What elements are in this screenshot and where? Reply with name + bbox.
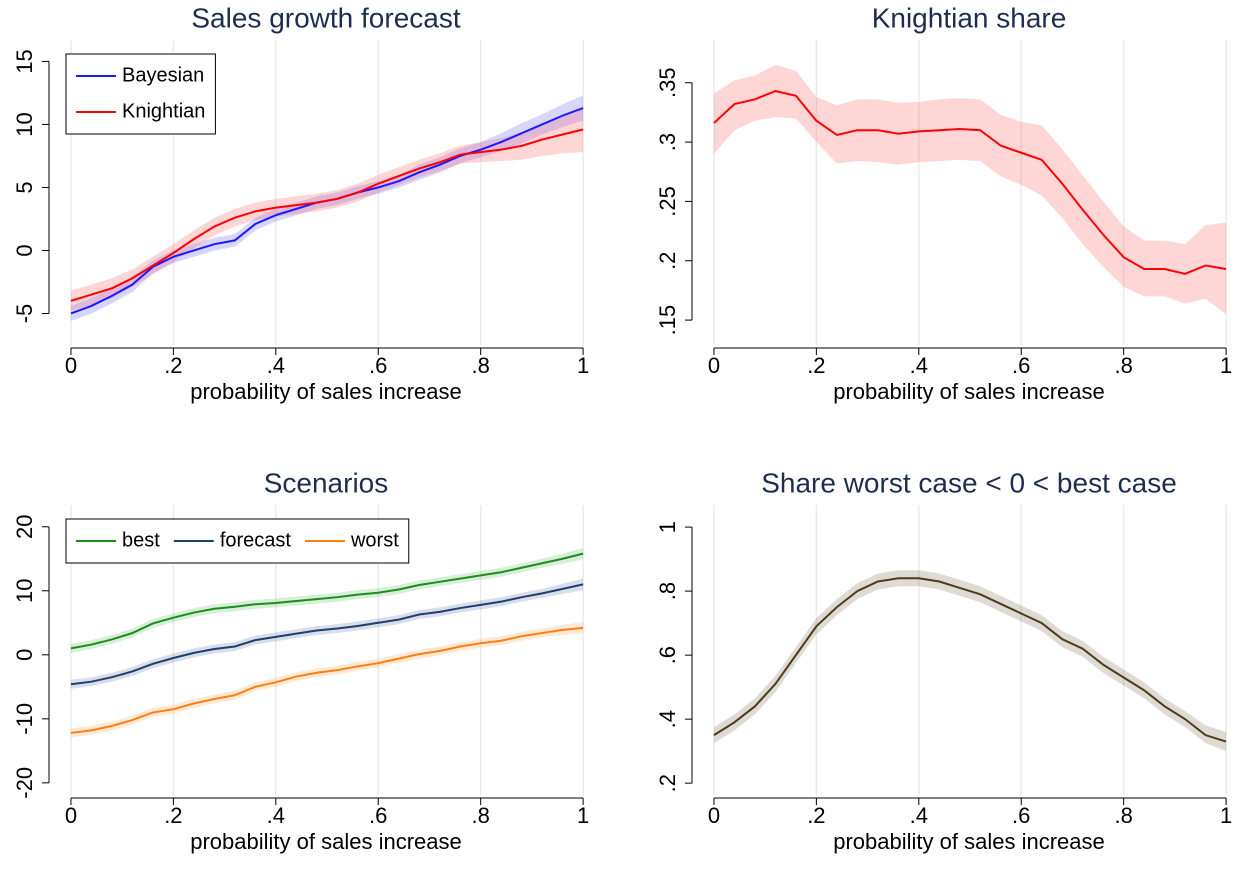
x-tick-label: 1 — [577, 803, 589, 828]
confidence-band — [70, 95, 584, 322]
confidence-band — [70, 547, 584, 653]
legend-label: Knightian — [122, 100, 205, 122]
x-tick-label: .8 — [1114, 803, 1132, 828]
series-line — [70, 626, 584, 734]
x-tick-label: .4 — [267, 353, 285, 378]
x-tick-label: .4 — [910, 803, 928, 828]
x-tick-label: .2 — [164, 353, 182, 378]
y-tick-label: .15 — [655, 305, 680, 336]
y-tick-label: 1 — [655, 521, 680, 533]
y-tick-label: 5 — [12, 181, 37, 193]
x-tick-label: 1 — [1220, 803, 1232, 828]
legend-box — [65, 518, 410, 564]
y-tick-label: -10 — [12, 703, 37, 735]
y-tick-label: .8 — [655, 582, 680, 600]
legend-box — [65, 53, 216, 135]
x-tick-label: .2 — [807, 803, 825, 828]
confidence-band — [70, 622, 584, 738]
x-tick-label: 1 — [577, 353, 589, 378]
chart-title: Knightian share — [872, 2, 1067, 33]
y-tick-label: .2 — [655, 252, 680, 270]
legend: best forecast worst — [65, 518, 410, 564]
x-tick-label: .6 — [1012, 353, 1030, 378]
x-tick-label: .8 — [471, 803, 489, 828]
x-tick-label: .8 — [1114, 353, 1132, 378]
series-line — [70, 107, 584, 315]
y-tick-label: 10 — [12, 112, 37, 136]
y-tick-label: .3 — [655, 133, 680, 151]
x-tick-label: 0 — [65, 803, 77, 828]
y-tick-label: .4 — [655, 710, 680, 728]
panel: Share worst case < 0 < best case 0 .2 .4 .6.… — [655, 467, 1232, 853]
x-tick-label: .2 — [807, 353, 825, 378]
series-line — [70, 128, 584, 302]
x-tick-label: .6 — [369, 803, 387, 828]
legend-label: Bayesian — [122, 64, 204, 86]
y-tick-label: 0 — [12, 649, 37, 661]
legend-label: best — [122, 529, 160, 551]
x-axis-label: probability of sales increase — [833, 379, 1104, 404]
y-tick-label: .2 — [655, 774, 680, 792]
y-tick-label: 15 — [12, 49, 37, 73]
x-axis-label: probability of sales increase — [833, 829, 1104, 854]
confidence-band — [713, 64, 1227, 315]
x-axis-label: probability of sales increase — [190, 829, 461, 854]
legend-label: forecast — [220, 529, 292, 551]
x-tick-label: 0 — [708, 803, 720, 828]
x-tick-label: 0 — [65, 353, 77, 378]
chart-title: Share worst case < 0 < best case — [761, 467, 1177, 498]
y-tick-label: 20 — [12, 515, 37, 539]
legend-label: worst — [350, 529, 399, 551]
x-tick-label: .4 — [267, 803, 285, 828]
chart-title: Sales growth forecast — [191, 2, 460, 33]
x-axis-label: probability of sales increase — [190, 379, 461, 404]
confidence-band — [70, 578, 584, 689]
y-tick-label: -5 — [12, 304, 37, 324]
panel: Knightian share 0 .2 .4 .6 .8 1 probability of … — [655, 2, 1232, 403]
y-tick-label: .25 — [655, 186, 680, 217]
series-line — [713, 89, 1227, 275]
x-tick-label: 1 — [1220, 353, 1232, 378]
y-tick-label: -20 — [12, 767, 37, 799]
legend: Bayesian Knightian — [65, 53, 216, 135]
y-tick-label: .6 — [655, 646, 680, 664]
series-line — [70, 583, 584, 686]
x-tick-label: .4 — [910, 353, 928, 378]
x-tick-label: .2 — [164, 803, 182, 828]
y-tick-label: 0 — [12, 244, 37, 256]
x-tick-label: .6 — [1012, 803, 1030, 828]
x-tick-label: .6 — [369, 353, 387, 378]
y-tick-label: .35 — [655, 67, 680, 98]
series-line — [713, 577, 1227, 743]
confidence-band — [70, 106, 584, 311]
chart-title: Scenarios — [264, 467, 389, 498]
series-line — [70, 552, 584, 650]
panel: Sales growth forecast 0 .2 .4 .6 .8 1 probabili… — [12, 2, 589, 403]
y-tick-label: 10 — [12, 579, 37, 603]
panel: Scenarios 0 .2 .4 .6 .8 1 probability of sales … — [12, 467, 589, 853]
x-tick-label: .8 — [471, 353, 489, 378]
x-tick-label: 0 — [708, 353, 720, 378]
